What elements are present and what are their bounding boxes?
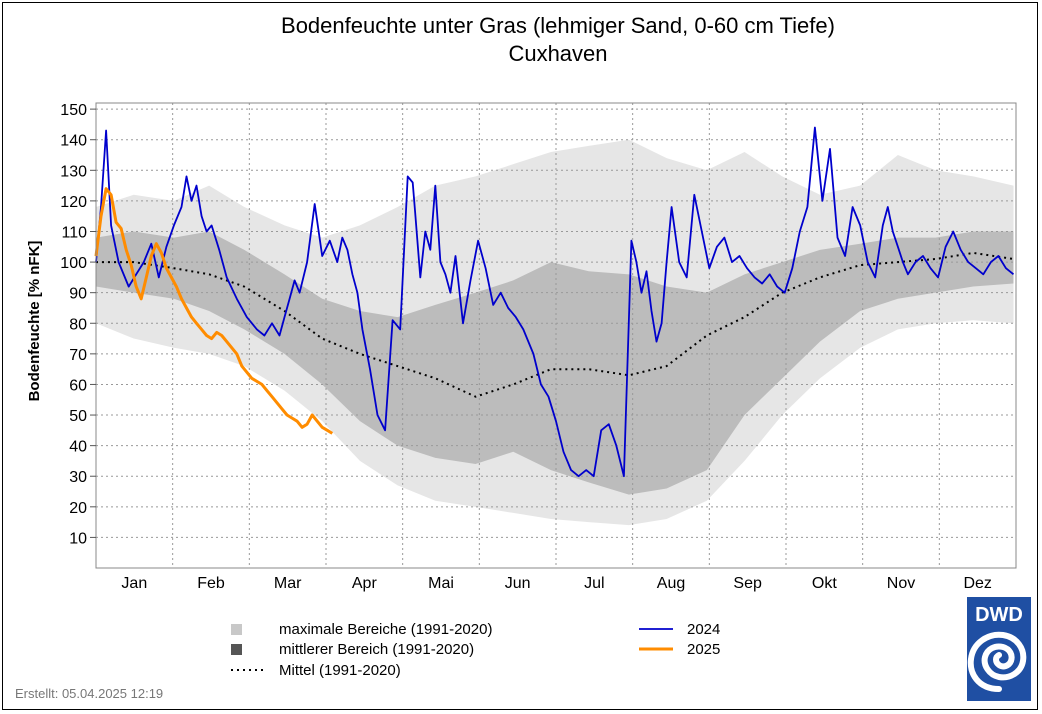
data-lines	[94, 126, 1015, 478]
y-tick-label: 40	[69, 439, 87, 456]
plot-border	[95, 102, 1017, 569]
legend-label: 2024	[687, 621, 720, 638]
y-tick-label: 70	[69, 347, 87, 364]
x-tick-label: Jul	[584, 575, 604, 592]
chart-title: Bodenfeuchte unter Gras (lehmiger Sand, …	[281, 13, 835, 38]
legend-swatch	[231, 644, 242, 655]
grid-lines	[96, 103, 1016, 568]
legend-label: 2025	[687, 641, 720, 658]
plot-area	[94, 102, 1017, 569]
chart-subtitle: Cuxhaven	[508, 41, 607, 66]
legend-item: 2024	[639, 621, 720, 638]
legend-label: Mittel (1991-2020)	[279, 662, 401, 679]
y-axis-label: Bodenfeuchte [% nFK]	[26, 241, 43, 402]
mid-range-band	[96, 231, 1014, 495]
x-tick-label: Apr	[352, 575, 378, 592]
y-tick-label: 100	[60, 255, 87, 272]
chart: Bodenfeuchte unter Gras (lehmiger Sand, …	[15, 13, 1031, 701]
legend-item: maximale Bereiche (1991-2020)	[231, 621, 492, 638]
legend-item: Mittel (1991-2020)	[231, 662, 401, 679]
x-tick-label: Nov	[887, 575, 915, 592]
x-tick-label: Mai	[428, 575, 454, 592]
x-tick-label: Sep	[733, 575, 762, 592]
legend: maximale Bereiche (1991-2020) mittlerer B…	[231, 621, 720, 679]
x-tick-label: Jan	[121, 575, 147, 592]
legend-label: mittlerer Bereich (1991-2020)	[279, 641, 474, 658]
y-tick-label: 110	[61, 224, 87, 241]
y-tick-label: 60	[69, 377, 87, 394]
x-tick-label: Jun	[505, 575, 531, 592]
y-tick-label: 90	[69, 286, 87, 303]
legend-item: 2025	[639, 641, 720, 658]
legend-label: maximale Bereiche (1991-2020)	[279, 621, 492, 638]
dwd-logo: DWD	[967, 597, 1031, 701]
range-bands	[96, 139, 1014, 526]
y-tick-label: 50	[69, 408, 87, 425]
y-tick-label: 140	[60, 133, 87, 150]
y-tick-label: 10	[69, 530, 87, 547]
x-tick-label: Okt	[812, 575, 837, 592]
x-tick-label: Feb	[197, 575, 225, 592]
y-tick-label: 20	[69, 500, 87, 517]
y-tick-label: 130	[60, 163, 87, 180]
legend-item: mittlerer Bereich (1991-2020)	[231, 641, 474, 658]
x-tick-label: Dez	[963, 575, 991, 592]
spiral-icon	[967, 631, 1027, 692]
x-axis: Jan Feb Mar Apr Mai Jun Jul Aug Sep Okt Nov Dez	[121, 575, 991, 592]
y-tick-label: 120	[60, 194, 87, 211]
x-tick-label: Aug	[657, 575, 685, 592]
mean-line	[96, 251, 1014, 398]
dwd-logo-text: DWD	[975, 604, 1023, 626]
y-axis: 10 20 30 40 50 60 70 80 90 100 110 120 130 140 150	[60, 102, 96, 547]
legend-swatch	[231, 624, 242, 635]
y-tick-label: 150	[60, 102, 87, 119]
series-line-2024	[95, 126, 1015, 478]
y-tick-label: 80	[69, 316, 87, 333]
y-tick-label: 30	[69, 469, 87, 486]
created-timestamp: Erstellt: 05.04.2025 12:19	[15, 686, 163, 701]
x-tick-label: Mar	[274, 575, 302, 592]
series-line-2025	[94, 187, 334, 435]
